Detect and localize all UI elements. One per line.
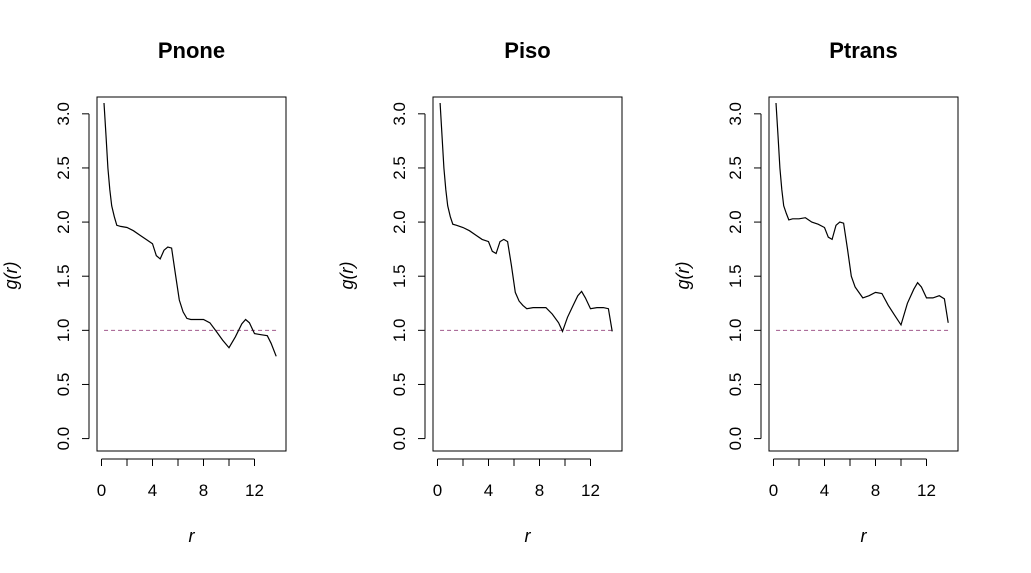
x-tick-label: 0 — [97, 481, 106, 500]
x-tick-label: 0 — [769, 481, 778, 500]
plot-frame — [432, 96, 623, 452]
x-tick-label: 12 — [245, 481, 264, 500]
x-tick-label: 4 — [148, 481, 157, 500]
x-axis-label: r — [189, 526, 196, 546]
x-tick-label: 0 — [433, 481, 442, 500]
y-axis-label: g(r) — [673, 262, 693, 290]
chart-title: Piso — [504, 38, 550, 63]
y-tick-label: 2.0 — [54, 210, 73, 234]
x-tick-label: 12 — [581, 481, 600, 500]
y-tick-label: 1.0 — [726, 319, 745, 343]
y-tick-label: 1.0 — [54, 319, 73, 343]
x-tick-label: 4 — [820, 481, 829, 500]
y-tick-label: 0.5 — [390, 373, 409, 397]
y-tick-label: 0.0 — [726, 427, 745, 451]
chart-panel-pnone: Pnone 0.0 0.5 1.0 1.5 2.0 2.5 3.0 g(r) 0 4 8 12 r — [1, 38, 287, 546]
y-tick-label: 1.0 — [390, 319, 409, 343]
y-tick-label: 2.5 — [726, 156, 745, 180]
x-tick-label: 12 — [917, 481, 936, 500]
x-tick-label: 8 — [199, 481, 208, 500]
x-axis-label: r — [525, 526, 532, 546]
plot-frame — [96, 96, 287, 452]
y-tick-label: 1.5 — [726, 264, 745, 288]
g-r-curve — [103, 102, 277, 357]
chart-panel-ptrans: Ptrans 0.0 0.5 1.0 1.5 2.0 2.5 3.0 g(r) 0 4 8 12 r — [673, 38, 959, 546]
y-tick-label: 3.0 — [54, 102, 73, 126]
y-tick-label: 1.5 — [390, 264, 409, 288]
x-tick-label: 8 — [871, 481, 880, 500]
y-tick-label: 2.0 — [726, 210, 745, 234]
y-tick-label: 2.5 — [54, 156, 73, 180]
y-tick-label: 2.5 — [390, 156, 409, 180]
y-tick-label: 0.0 — [54, 427, 73, 451]
y-tick-label: 3.0 — [390, 102, 409, 126]
x-tick-label: 4 — [484, 481, 493, 500]
y-tick-label: 0.5 — [726, 373, 745, 397]
y-tick-label: 2.0 — [390, 210, 409, 234]
g-r-curve — [775, 102, 949, 327]
g-r-curve — [439, 102, 613, 334]
chart-title: Ptrans — [829, 38, 897, 63]
y-tick-label: 0.5 — [54, 373, 73, 397]
y-tick-label: 0.0 — [390, 427, 409, 451]
y-tick-label: 3.0 — [726, 102, 745, 126]
chart-panel-piso: Piso 0.0 0.5 1.0 1.5 2.0 2.5 3.0 g(r) 0 4 8 12 r — [337, 38, 623, 546]
y-axis-label: g(r) — [337, 262, 357, 290]
x-tick-label: 8 — [535, 481, 544, 500]
x-axis-label: r — [861, 526, 868, 546]
chart-title: Pnone — [158, 38, 225, 63]
y-axis-label: g(r) — [1, 262, 21, 290]
y-tick-label: 1.5 — [54, 264, 73, 288]
plot-frame — [768, 96, 959, 452]
